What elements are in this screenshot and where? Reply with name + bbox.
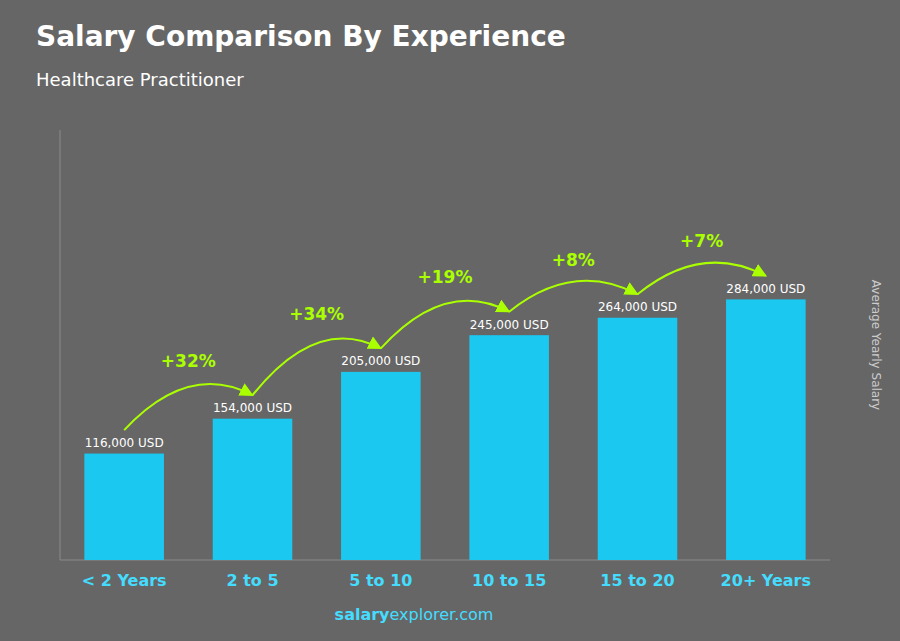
annotation: +7% (680, 231, 723, 251)
chart-svg: Salary Comparison By Experience Healthcar… (0, 0, 900, 641)
title: Salary Comparison By Experience (36, 20, 566, 53)
bars (84, 299, 805, 560)
x-tick-label: 5 to 10 (349, 571, 412, 590)
bar (213, 419, 293, 560)
change-arrow (124, 384, 252, 430)
bar (341, 372, 421, 560)
x-tick-label: 20+ Years (721, 571, 811, 590)
data-label: 245,000 USD (470, 318, 549, 332)
watermark-part: explorer.com (390, 605, 494, 624)
annotation: +34% (289, 304, 344, 324)
background (0, 0, 900, 641)
data-label: 284,000 USD (726, 282, 805, 296)
change-arrow (253, 338, 381, 395)
annotation: +32% (161, 351, 216, 371)
chart-container: Salary Comparison By Experience Healthcar… (0, 0, 900, 641)
subtitle: Healthcare Practitioner (36, 69, 244, 90)
annotation: +8% (552, 250, 595, 270)
x-tick-label: 2 to 5 (226, 571, 278, 590)
bar (469, 335, 549, 560)
watermark-part: salary (335, 605, 390, 624)
data-label: 264,000 USD (598, 300, 677, 314)
change-arrow (509, 281, 637, 312)
change-arrow (381, 301, 509, 349)
y-axis-line (60, 130, 61, 560)
data-label: 154,000 USD (213, 401, 292, 415)
x-axis-line (60, 560, 830, 561)
x-tick-label: < 2 Years (82, 571, 167, 590)
y-axis-label: Average Yearly Salary (869, 280, 883, 410)
bar (598, 318, 678, 560)
bar (726, 299, 806, 560)
data-label: 205,000 USD (341, 354, 420, 368)
annotation: +19% (418, 267, 473, 287)
change-arrow (638, 263, 766, 295)
watermark: salaryexplorer.com (335, 605, 494, 624)
data-label: 116,000 USD (85, 436, 164, 450)
x-tick-label: 10 to 15 (472, 571, 546, 590)
bar (84, 454, 164, 560)
x-tick-label: 15 to 20 (600, 571, 674, 590)
